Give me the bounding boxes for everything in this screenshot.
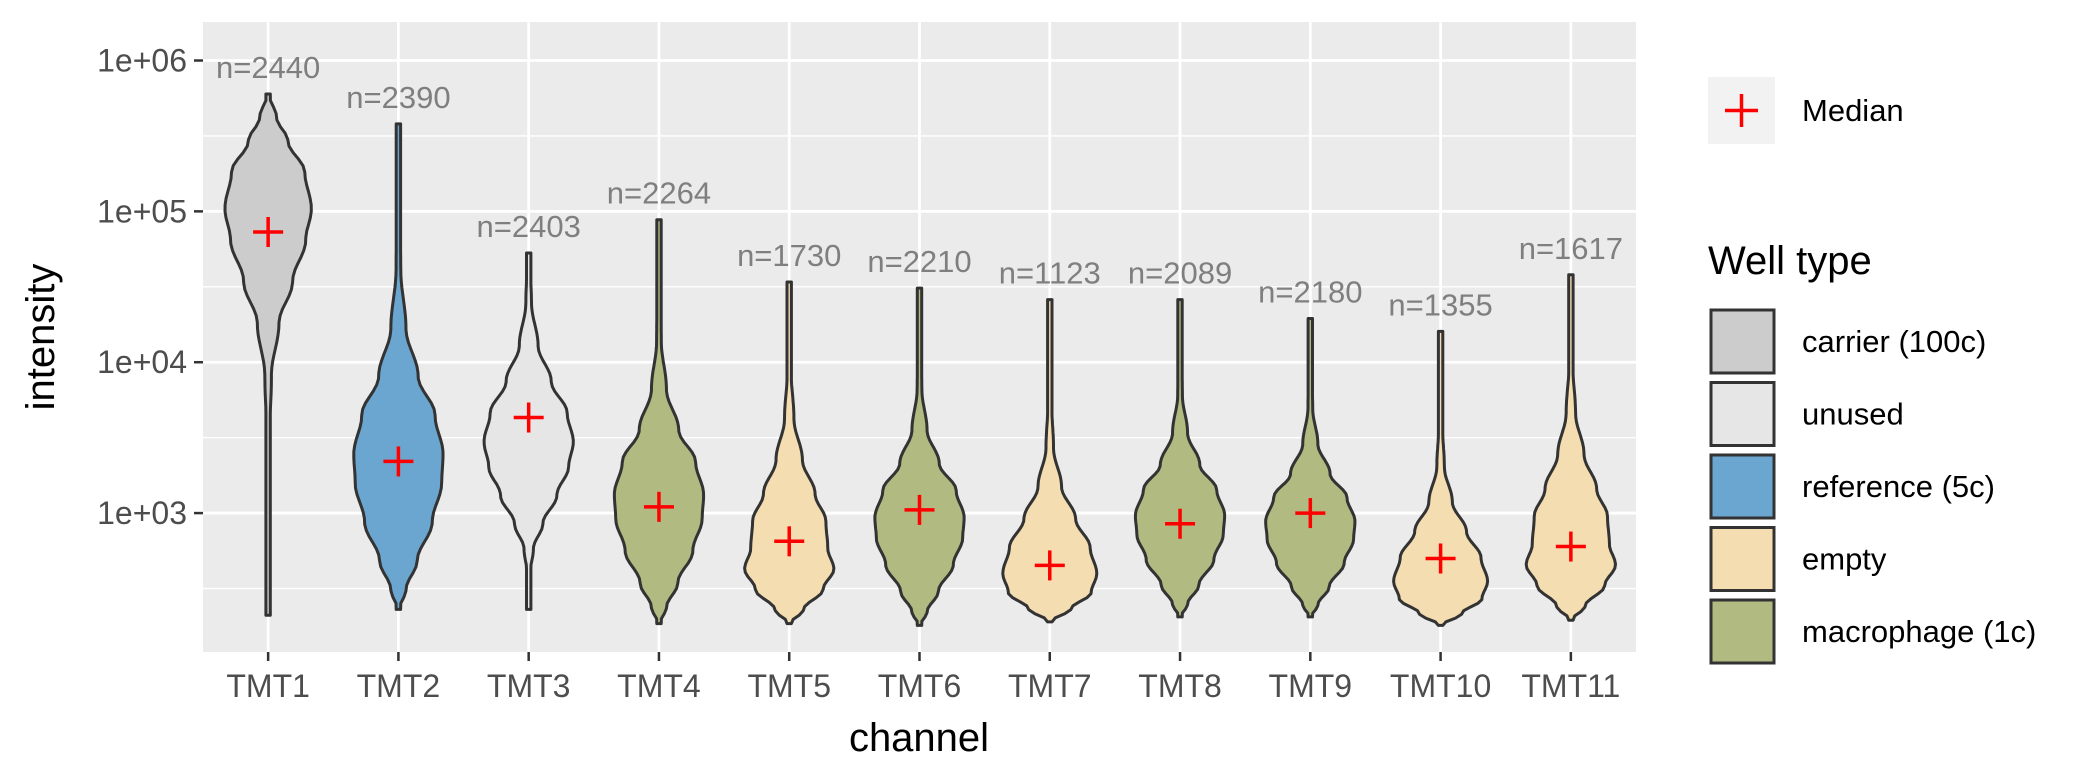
violin-tmt5 <box>743 280 836 626</box>
plus-icon <box>1725 94 1758 127</box>
x-axis: TMT1 TMT2 TMT3 TMT4 TMT5 TMT6 TMT7 TMT8 TMT9 TMT1… <box>226 652 1620 704</box>
violin-tmt8 <box>1133 298 1227 619</box>
median-legend: Median <box>1708 77 1904 144</box>
violin-tmt1 <box>223 92 313 617</box>
x-axis-title: channel <box>849 716 989 760</box>
legend-swatch <box>1709 453 1776 520</box>
violin-tmt4 <box>612 218 706 626</box>
legend-label: reference (5c) <box>1802 469 1995 504</box>
count-label-tmt7: n=1123 <box>999 256 1101 291</box>
count-label-tmt9: n=2180 <box>1258 274 1362 309</box>
well-type-legend-entries: carrier (100c) unused reference (5c) empty m… <box>1709 308 2036 665</box>
median-marker-tmt5 <box>774 526 805 557</box>
median-marker-tmt6 <box>904 494 935 525</box>
count-label-tmt3: n=2403 <box>477 209 581 244</box>
legend-label: macrophage (1c) <box>1802 614 2036 649</box>
well-type-legend: Well type carrier (100c) unused reference … <box>1708 239 2036 665</box>
median-marker-tmt10 <box>1425 543 1456 574</box>
count-label-tmt6: n=2210 <box>867 244 971 279</box>
x-tick-label: TMT9 <box>1269 668 1353 704</box>
violin-tmt11 <box>1524 273 1617 622</box>
count-label-tmt4: n=2264 <box>607 176 711 211</box>
y-tick-label: 1e+04 <box>97 344 187 380</box>
x-tick-label: TMT4 <box>617 668 701 704</box>
y-axis: 1e+03 1e+04 1e+05 1e+06 <box>97 43 203 531</box>
x-tick-label: TMT11 <box>1521 668 1620 704</box>
x-tick-label: TMT8 <box>1138 668 1222 704</box>
legend-label: carrier (100c) <box>1802 324 1986 359</box>
legend-swatch <box>1709 598 1776 665</box>
count-label-tmt10: n=1355 <box>1388 287 1492 322</box>
count-labels: n=2440 n=2390 n=2403 n=2264 n=1730 n=2210 n=11… <box>216 50 1623 322</box>
violin-tmt10 <box>1392 329 1490 627</box>
y-tick-label: 1e+03 <box>97 495 187 531</box>
median-marker-tmt4 <box>643 491 674 522</box>
x-tick-label: TMT10 <box>1390 668 1491 704</box>
median-marker-tmt9 <box>1295 498 1326 529</box>
legend-label: empty <box>1802 542 1887 577</box>
median-marker-tmt8 <box>1165 508 1196 539</box>
legend-swatch <box>1709 381 1776 447</box>
count-label-tmt5: n=1730 <box>737 238 841 273</box>
count-label-tmt2: n=2390 <box>346 80 450 115</box>
x-tick-label: TMT1 <box>226 668 310 704</box>
count-label-tmt11: n=1617 <box>1519 231 1623 266</box>
median-marker-tmt1 <box>253 216 284 247</box>
count-label-tmt8: n=2089 <box>1128 256 1232 291</box>
violin-tmt9 <box>1264 317 1357 619</box>
y-tick-label: 1e+06 <box>97 43 187 79</box>
median-marker-tmt11 <box>1555 531 1586 562</box>
median-marker-tmt7 <box>1034 550 1065 581</box>
x-tick-label: TMT2 <box>357 668 441 704</box>
median-marker-tmt2 <box>383 446 414 477</box>
violin-tmt7 <box>1001 298 1099 624</box>
x-tick-label: TMT5 <box>747 668 831 704</box>
median-legend-label: Median <box>1802 93 1904 128</box>
legend-swatch <box>1709 526 1776 592</box>
median-marker-tmt3 <box>513 402 544 433</box>
count-label-tmt1: n=2440 <box>216 50 320 85</box>
median-markers <box>253 216 1586 581</box>
x-tick-label: TMT7 <box>1008 668 1092 704</box>
violin-tmt2 <box>352 122 445 611</box>
x-tick-label: TMT6 <box>878 668 962 704</box>
y-tick-label: 1e+05 <box>97 193 187 229</box>
x-tick-label: TMT3 <box>487 668 571 704</box>
violin-tmt6 <box>873 286 966 627</box>
y-axis-title: intensity <box>19 264 63 411</box>
well-type-legend-title: Well type <box>1708 239 1872 283</box>
legend-label: unused <box>1802 397 1904 432</box>
legend-swatch <box>1709 308 1776 375</box>
